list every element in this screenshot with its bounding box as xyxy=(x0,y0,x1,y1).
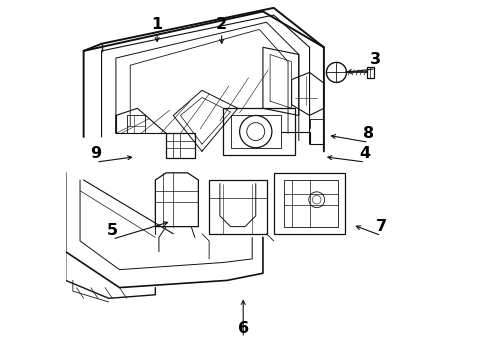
Text: 7: 7 xyxy=(376,219,387,234)
Text: 8: 8 xyxy=(363,126,374,141)
Text: 6: 6 xyxy=(238,321,249,336)
Text: 2: 2 xyxy=(216,17,227,32)
Text: 4: 4 xyxy=(360,145,371,161)
Text: 9: 9 xyxy=(91,145,102,161)
Text: 3: 3 xyxy=(370,52,381,67)
Text: 5: 5 xyxy=(107,223,118,238)
Text: 1: 1 xyxy=(151,17,163,32)
